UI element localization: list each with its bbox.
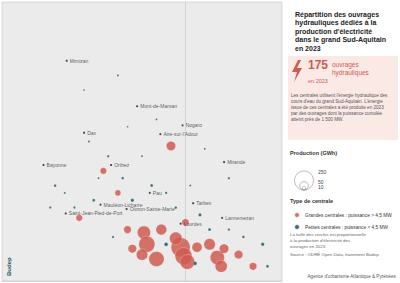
svg-text:production d'électricité: production d'électricité: [295, 28, 372, 36]
svg-text:Nogaro: Nogaro: [186, 122, 203, 128]
svg-text:Budep: Budep: [6, 257, 12, 276]
svg-text:250: 250: [318, 169, 327, 175]
svg-text:issue de ces centrales a été p: issue de ces centrales a été produite en…: [291, 105, 385, 110]
svg-text:Répartition des ouvrages: Répartition des ouvrages: [295, 11, 379, 19]
svg-text:Dax: Dax: [87, 130, 96, 136]
svg-text:175: 175: [308, 58, 328, 72]
svg-text:50: 50: [318, 179, 324, 185]
svg-text:Oloron-Sainte-Marie: Oloron-Sainte-Marie: [129, 206, 175, 212]
svg-text:dans le grand Sud-Aquitain: dans le grand Sud-Aquitain: [295, 36, 386, 44]
svg-text:à la production d'électricité: à la production d'électricité des: [290, 238, 351, 243]
svg-text:Mirande: Mirande: [227, 159, 245, 165]
svg-text:Tarbes: Tarbes: [196, 200, 212, 206]
svg-text:10: 10: [318, 184, 324, 190]
svg-text:Source : ODRÉ Open Data, trait: Source : ODRÉ Open Data, traitement Bude…: [290, 252, 379, 257]
svg-text:Saint-Jean-Pied-de-Port: Saint-Jean-Pied-de-Port: [69, 210, 123, 216]
svg-text:hydrauliques: hydrauliques: [332, 69, 370, 77]
svg-text:Les centrales utilisent l'éner: Les centrales utilisent l'énergie hydrau…: [291, 93, 389, 98]
svg-text:Mauléon-Licharre: Mauléon-Licharre: [104, 202, 143, 208]
svg-text:Bayonne: Bayonne: [47, 162, 67, 168]
svg-text:Orthez: Orthez: [114, 162, 130, 168]
svg-text:atteint près de 1 500 MW.: atteint près de 1 500 MW.: [291, 117, 343, 122]
svg-text:en 2023: en 2023: [295, 45, 321, 52]
svg-text:La taille des cercles est prop: La taille des cercles est proportionnell…: [290, 232, 367, 237]
svg-text:ouvrages: ouvrages: [332, 61, 359, 69]
svg-text:Lourdes: Lourdes: [184, 221, 203, 227]
svg-text:Aire-sur-l'Adour: Aire-sur-l'Adour: [163, 131, 198, 137]
svg-text:Mont-de-Marsan: Mont-de-Marsan: [140, 103, 177, 109]
svg-text:Pau: Pau: [153, 190, 162, 196]
svg-text:en 2023: en 2023: [308, 78, 328, 84]
svg-text:ouvrages en 2023.: ouvrages en 2023.: [290, 244, 326, 249]
svg-text:Mimizan: Mimizan: [70, 58, 89, 64]
svg-text:Lannemezan: Lannemezan: [225, 215, 254, 221]
svg-text:Petites centrales : puissance: Petites centrales : puissance < 4,5 MW: [305, 225, 389, 230]
svg-text:Type de centrale: Type de centrale: [290, 198, 333, 204]
svg-text:Production (GWh): Production (GWh): [290, 150, 337, 156]
svg-text:Grandes centrales : puissance: Grandes centrales : puissance > 4,5 MW: [305, 213, 392, 218]
svg-text:cours d'eau du grand Sud-Aquit: cours d'eau du grand Sud-Aquitain. L'éne…: [291, 99, 384, 104]
svg-text:Agence d'urbanisme Atlantique: Agence d'urbanisme Atlantique & Pyrénées: [308, 274, 397, 279]
svg-text:hydrauliques dédiés à la: hydrauliques dédiés à la: [295, 19, 376, 27]
svg-text:par des ouvrages dont la puiss: par des ouvrages dont la puissance cumul…: [291, 111, 383, 116]
